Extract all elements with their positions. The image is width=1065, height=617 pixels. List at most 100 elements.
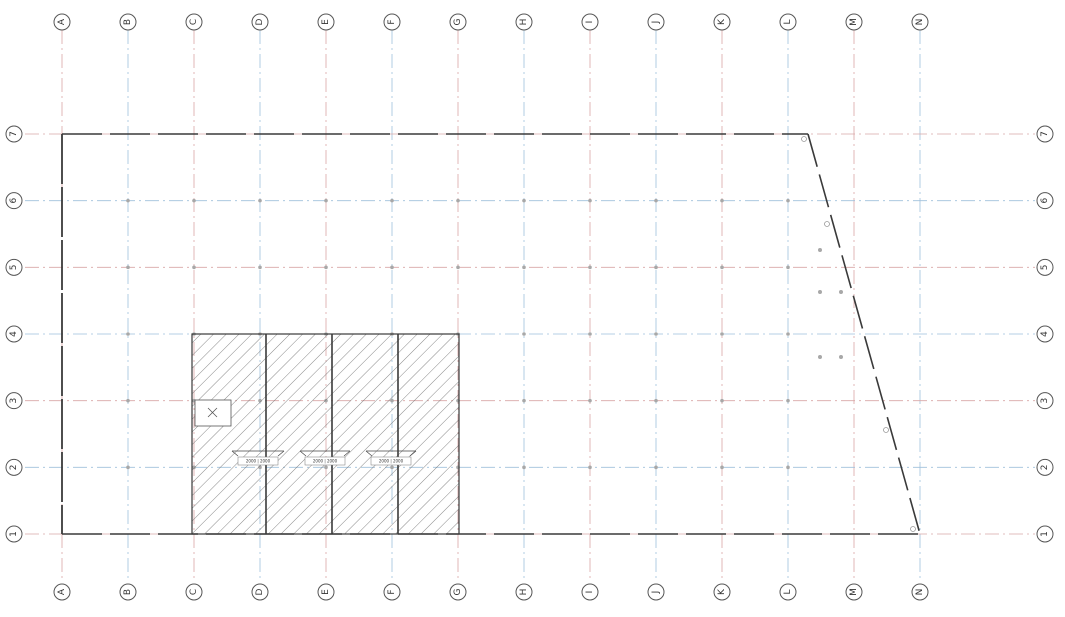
row-grid-bubble-left-label: 3 bbox=[9, 398, 19, 404]
grid-node bbox=[126, 398, 130, 403]
column-grid-bubble-bottom: A bbox=[53, 583, 71, 601]
row-grid-bubble-right: 7 bbox=[1036, 125, 1054, 143]
row-grid-bubble-left: 7 bbox=[5, 125, 23, 143]
grid-node bbox=[192, 265, 196, 270]
row-grid-bubble-left-label: 6 bbox=[9, 198, 19, 204]
grid-node bbox=[786, 398, 790, 403]
row-grid-bubble-right: 2 bbox=[1036, 458, 1054, 476]
row-grid-bubble-left-label: 5 bbox=[9, 264, 19, 270]
row-grid-bubble-left-label: 7 bbox=[9, 131, 19, 137]
column-grid-bubble-top: G bbox=[449, 13, 467, 31]
column-grid-bubble-top: L bbox=[779, 13, 797, 31]
row-grid-bubble-right: 5 bbox=[1036, 258, 1054, 276]
column-grid-bubble-top: F bbox=[383, 13, 401, 31]
grid-node bbox=[258, 198, 262, 203]
column-grid-bubble-top: E bbox=[317, 13, 335, 31]
column-grid-bubble-bottom: M bbox=[845, 583, 863, 601]
column-grid-bubble-top: I bbox=[581, 13, 599, 31]
grid-node bbox=[720, 398, 724, 403]
dimension-annotations: 2000 | 2000 2000 | 2000 2000 | 2000 bbox=[231, 450, 417, 466]
grid-node bbox=[192, 198, 196, 203]
column-grid-bubble-top-label: L bbox=[783, 19, 793, 24]
column-grid-bubble-top: K bbox=[713, 13, 731, 31]
grid-node bbox=[720, 265, 724, 270]
grid-node bbox=[588, 465, 592, 470]
column-grid-bubble-top-label: F bbox=[387, 19, 397, 24]
column-grid-bubble-top: N bbox=[911, 13, 929, 31]
building-outline bbox=[61, 133, 921, 535]
grid-node bbox=[126, 265, 130, 270]
dimension-marker: 2000 | 2000 bbox=[299, 450, 351, 466]
column-grid-bubble-bottom: K bbox=[713, 583, 731, 601]
row-grid-bubble-left-label: 1 bbox=[9, 531, 19, 537]
grid-node bbox=[588, 398, 592, 403]
column-grid-bubble-bottom-label: D bbox=[255, 588, 265, 595]
grid-node bbox=[786, 198, 790, 203]
column-grid-bubble-top: J bbox=[647, 13, 665, 31]
column-markers bbox=[801, 136, 916, 532]
grid-node bbox=[390, 198, 394, 203]
row-grid-bubble-right-label: 6 bbox=[1040, 198, 1050, 204]
dimension-label: 2000 | 2000 bbox=[246, 459, 271, 464]
row-grid-bubble-right-label: 5 bbox=[1040, 264, 1050, 270]
column-grid-bubble-bottom: L bbox=[779, 583, 797, 601]
grid-node bbox=[654, 198, 658, 203]
column-grid-bubble-top-label: G bbox=[453, 18, 463, 25]
column-grid-bubble-bottom: G bbox=[449, 583, 467, 601]
row-grid-bubble-left: 5 bbox=[5, 258, 23, 276]
column-grid-bubble-bottom: B bbox=[119, 583, 137, 601]
dimension-label: 2000 | 2000 bbox=[313, 459, 338, 464]
column-grid-bubble-bottom-label: M bbox=[849, 588, 859, 596]
row-grid-bubble-right: 4 bbox=[1036, 325, 1054, 343]
column-grid-bubble-bottom: J bbox=[647, 583, 665, 601]
grid-node bbox=[390, 265, 394, 270]
grid-node bbox=[654, 265, 658, 270]
column-grid-bubble-top-label: K bbox=[717, 18, 727, 25]
grid-node bbox=[786, 332, 790, 336]
column-grid-bubble-top-label: I bbox=[585, 21, 595, 24]
column-grid-bubble-bottom-label: C bbox=[189, 589, 199, 595]
grid-node bbox=[588, 265, 592, 270]
column-grid-bubble-bottom-label: L bbox=[783, 589, 793, 594]
column-grid-bubble-top-label: E bbox=[321, 19, 331, 25]
column-grid-bubble-bottom-label: K bbox=[717, 588, 727, 595]
row-grid-bubble-left: 1 bbox=[5, 525, 23, 543]
column-grid-bubble-bottom-label: F bbox=[387, 589, 397, 594]
row-grid-bubble-right: 3 bbox=[1036, 392, 1054, 410]
grid-node bbox=[654, 332, 658, 336]
row-grid-bubble-left: 2 bbox=[5, 458, 23, 476]
column-grid-bubble-top-label: H bbox=[519, 19, 529, 26]
grid-bubbles: A A B B C C D D E E F F G G H H I I J J K K L L M M N N 7 7 6 6 5 5 4 4 3 3 2 2… bbox=[5, 13, 1054, 601]
column-grid-bubble-bottom: C bbox=[185, 583, 203, 601]
row-grid-bubble-right: 1 bbox=[1036, 525, 1054, 543]
row-grid-bubble-right-label: 7 bbox=[1040, 131, 1050, 137]
dimension-marker: 2000 | 2000 bbox=[365, 450, 417, 466]
column-grid-bubble-top-label: C bbox=[189, 19, 199, 25]
column-grid-bubble-bottom-label: N bbox=[915, 589, 925, 596]
column-grid-bubble-bottom-label: H bbox=[519, 589, 529, 596]
row-grid-bubble-left-label: 2 bbox=[9, 464, 19, 470]
column-grid-bubble-bottom: N bbox=[911, 583, 929, 601]
row-grid-bubble-right-label: 4 bbox=[1040, 331, 1050, 337]
column-grid-bubble-top: A bbox=[53, 13, 71, 31]
grid-node bbox=[324, 265, 328, 270]
row-grid-bubble-left: 6 bbox=[5, 192, 23, 210]
grid-node bbox=[258, 265, 262, 270]
column-grid-bubble-bottom: E bbox=[317, 583, 335, 601]
grid-node bbox=[522, 198, 526, 203]
dimension-label: 2000 | 2000 bbox=[379, 459, 404, 464]
row-grid-bubble-left: 3 bbox=[5, 392, 23, 410]
opening-symbol bbox=[194, 399, 232, 427]
column-grid-bubble-bottom-label: B bbox=[123, 589, 133, 595]
grid-node bbox=[720, 332, 724, 336]
grid-node bbox=[126, 198, 130, 203]
column-grid-bubble-bottom-label: A bbox=[57, 588, 67, 595]
column-grid-bubble-top-label: B bbox=[123, 19, 133, 25]
grid-node bbox=[522, 465, 526, 470]
grid-node bbox=[720, 198, 724, 203]
row-grid-bubble-right-label: 1 bbox=[1040, 531, 1050, 537]
column-grid-bubble-top: C bbox=[185, 13, 203, 31]
row-grid-bubble-left: 4 bbox=[5, 325, 23, 343]
grid-node bbox=[126, 332, 130, 336]
